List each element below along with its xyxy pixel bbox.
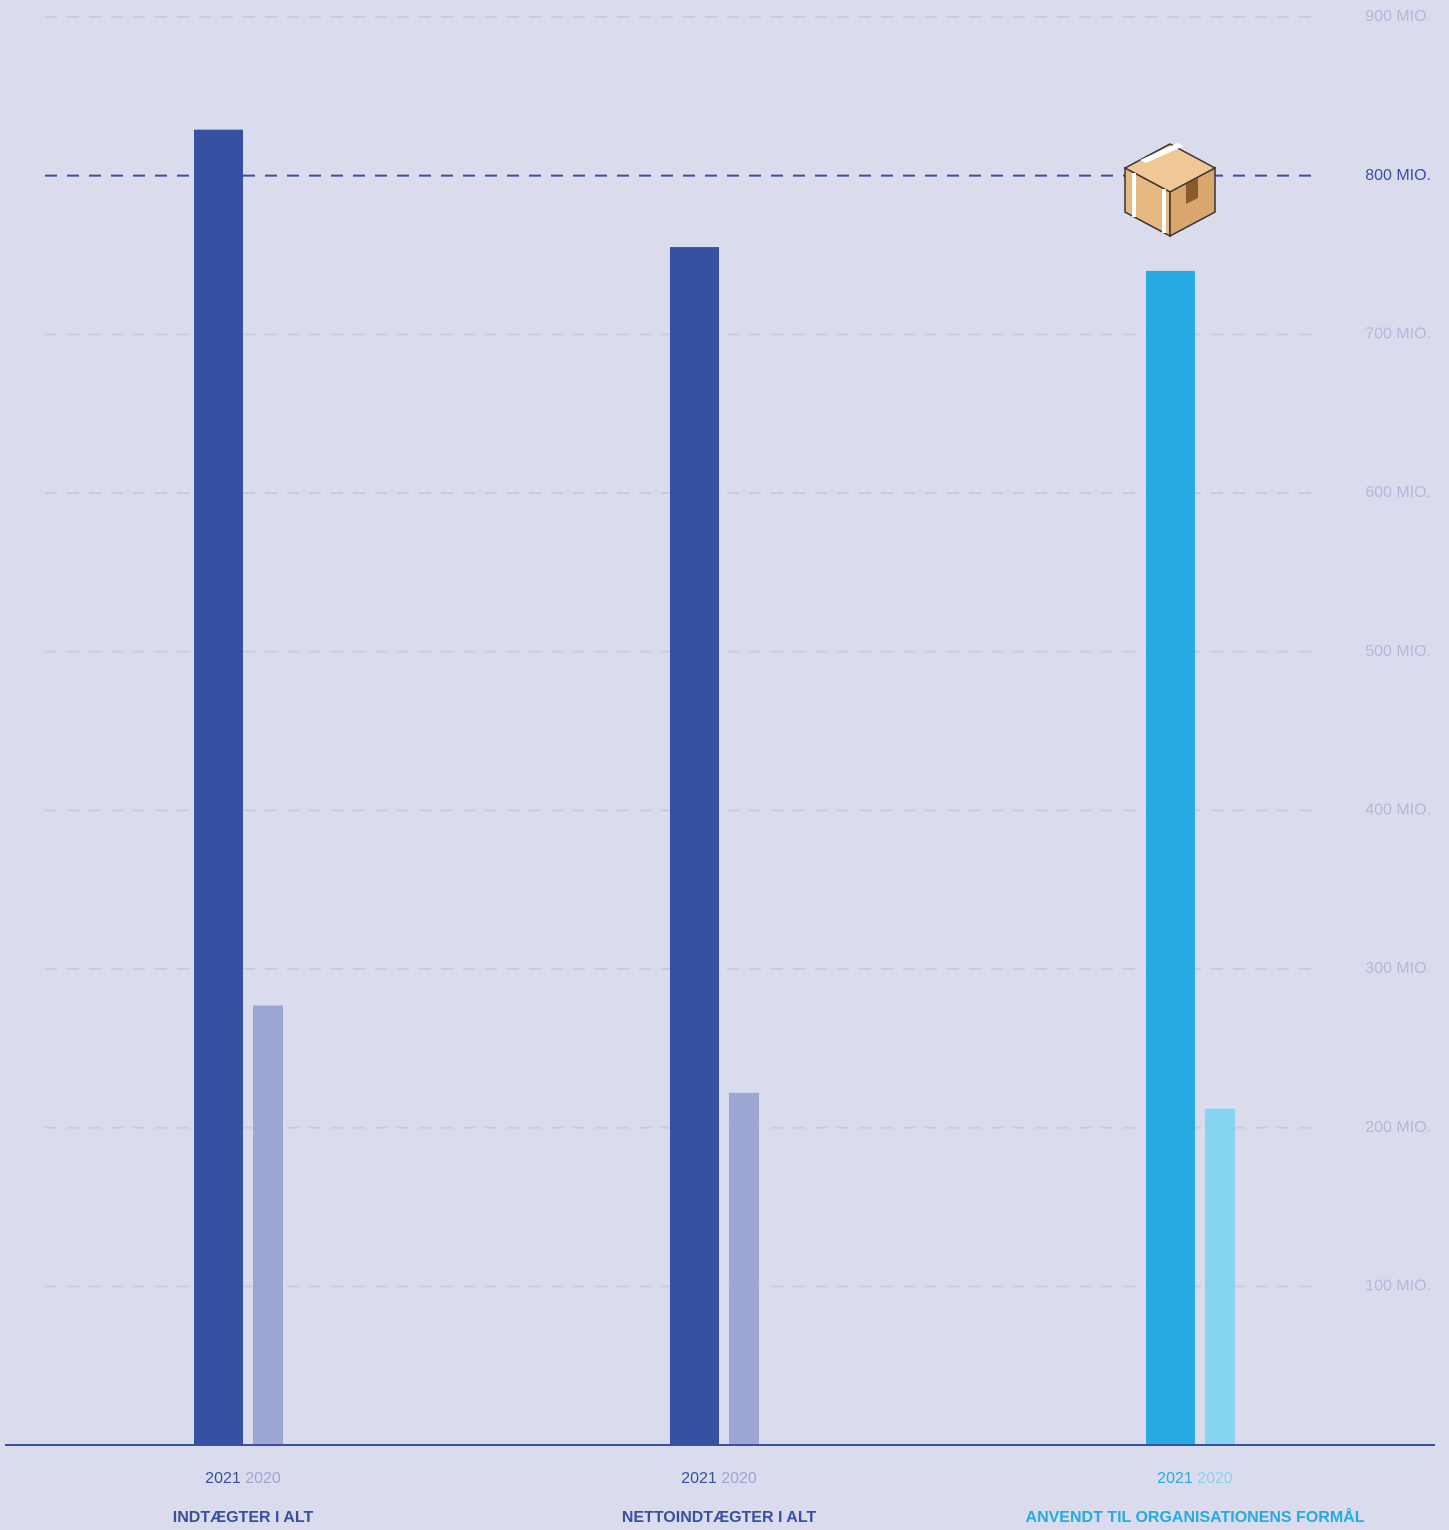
bar [1146,270,1195,1445]
legend: 2021 2020 [681,1470,757,1487]
legend-entry: 2020 [721,1470,757,1487]
bar [253,1005,283,1445]
x-tick-label: INDTÆGTER I ALT [173,1509,314,1526]
legend-entry: 2021 [1157,1470,1193,1487]
y-tick-label: 900 MIO. [1365,8,1431,25]
legend-entry: 2020 [245,1470,281,1487]
y-tick-label: 500 MIO. [1365,643,1431,660]
grid [45,16,1315,1288]
legend-entry: 2021 [205,1470,241,1487]
bar [670,247,719,1446]
legend: 2021 2020 [1157,1470,1233,1487]
y-tick-label: 200 MIO. [1365,1119,1431,1136]
y-tick-label: 400 MIO. [1365,802,1431,819]
legend-entry: 2020 [1197,1470,1233,1487]
bar [729,1092,759,1445]
bar [194,129,243,1446]
box-icon [1123,143,1217,238]
bars [194,129,1235,1446]
x-tick-label: NETTOINDTÆGTER I ALT [622,1509,817,1526]
x-tick-label: ANVENDT TIL ORGANISATIONENS FORMÅL [1026,1507,1365,1526]
y-tick-label: 800 MIO. [1365,167,1431,184]
y-tick-label: 600 MIO. [1365,484,1431,501]
bar [1205,1108,1235,1445]
y-tick-label: 100 MIO. [1365,1278,1431,1295]
legend: 2021 2020 [205,1470,281,1487]
legend-entry: 2021 [681,1470,717,1487]
y-tick-label: 700 MIO. [1365,326,1431,343]
y-tick-label: 300 MIO. [1365,960,1431,977]
